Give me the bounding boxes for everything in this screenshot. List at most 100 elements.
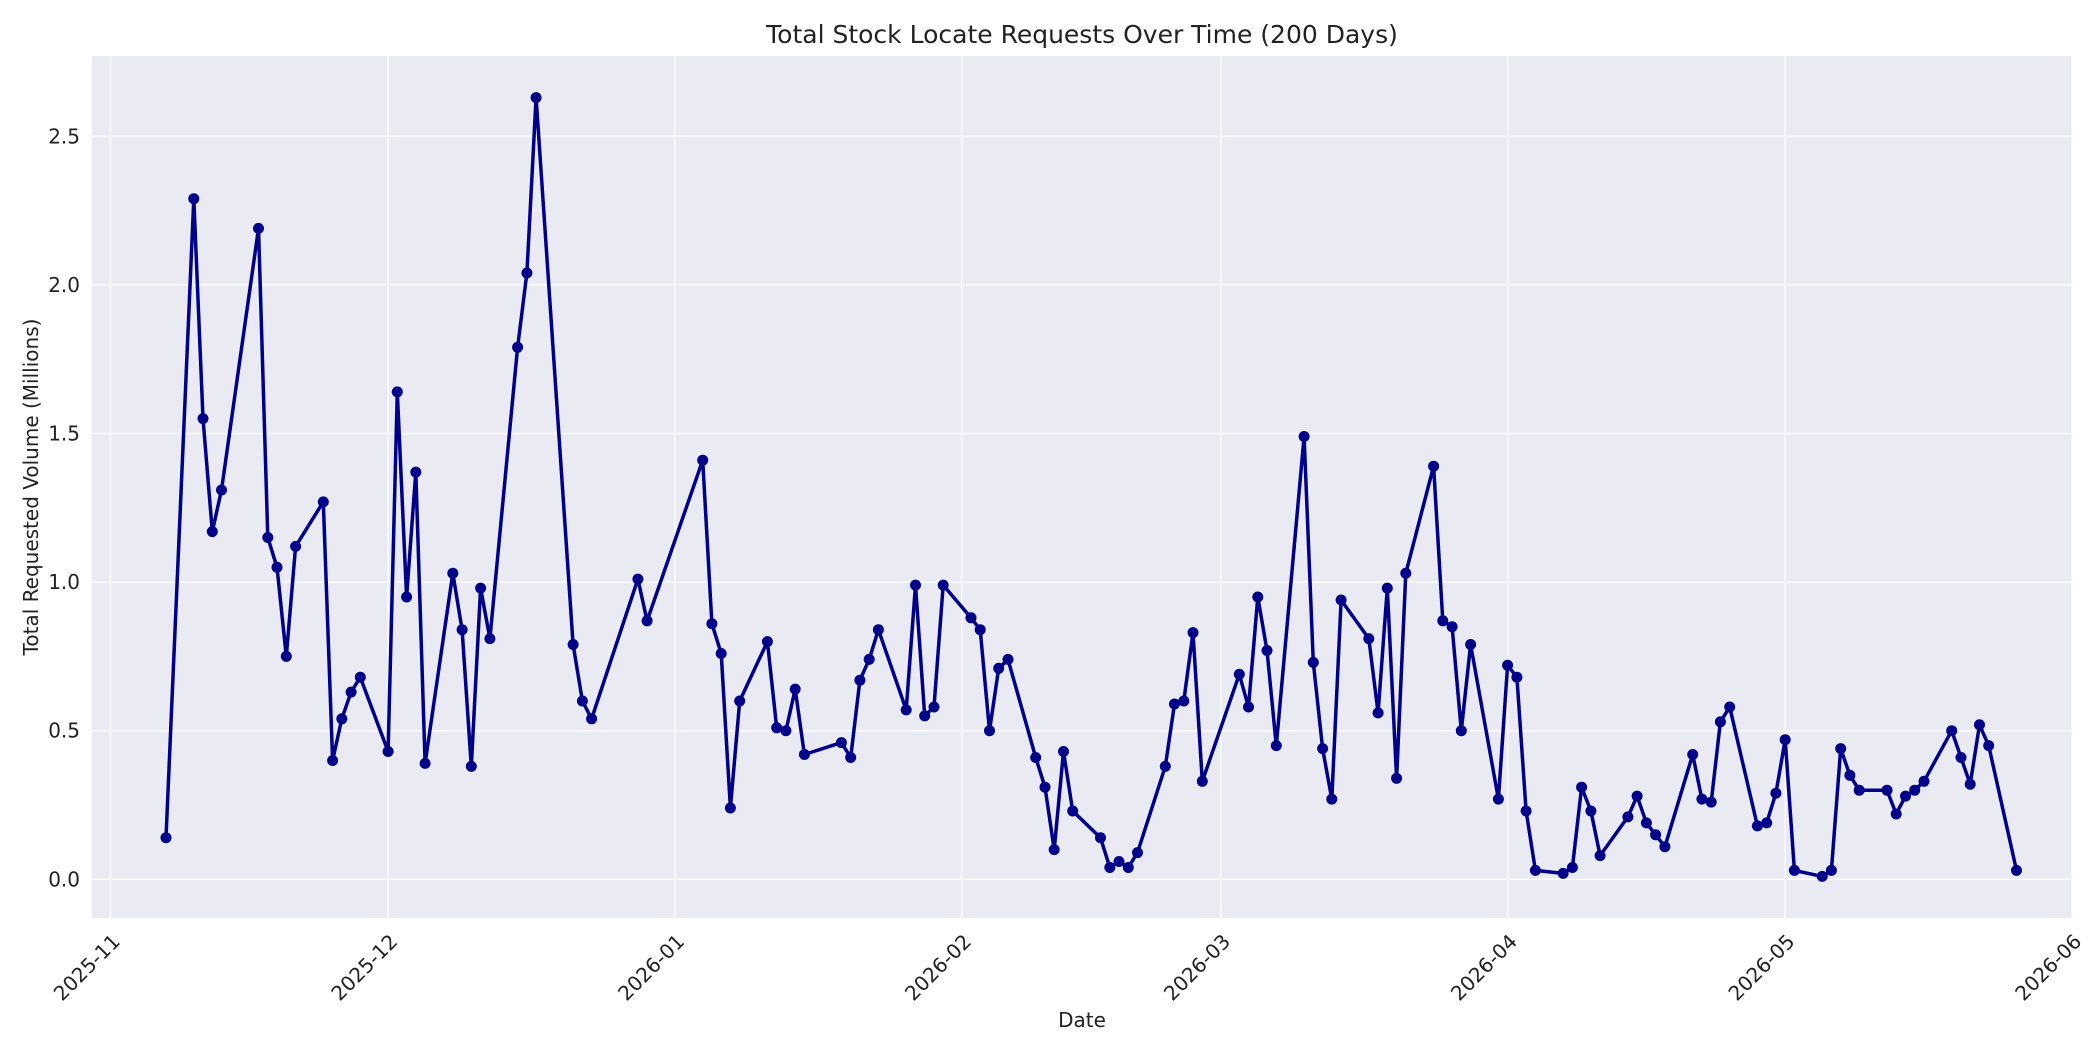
data-point xyxy=(1511,671,1523,683)
data-point xyxy=(1048,844,1060,856)
data-point xyxy=(780,725,792,737)
data-point xyxy=(715,648,727,659)
data-point xyxy=(1974,719,1985,731)
data-point xyxy=(1761,817,1773,829)
data-point xyxy=(1529,864,1541,876)
data-point xyxy=(1751,820,1763,832)
data-point xyxy=(1067,805,1079,817)
data-point xyxy=(1113,856,1125,867)
data-point xyxy=(789,683,801,695)
data-point xyxy=(576,695,588,707)
data-point xyxy=(447,567,459,579)
data-point xyxy=(724,802,736,814)
data-point xyxy=(854,674,866,686)
data-point xyxy=(382,746,394,757)
data-point xyxy=(1900,790,1911,802)
data-point xyxy=(1576,781,1588,793)
data-point xyxy=(697,454,709,466)
data-point xyxy=(1261,645,1273,656)
data-point xyxy=(1298,431,1310,442)
data-point xyxy=(465,760,477,772)
data-point xyxy=(1270,740,1282,752)
data-point xyxy=(216,484,227,496)
data-point xyxy=(1446,621,1458,633)
data-point xyxy=(317,496,329,508)
data-point xyxy=(1659,841,1671,853)
data-point xyxy=(1502,659,1514,671)
data-point xyxy=(530,92,542,104)
data-point xyxy=(188,193,200,205)
data-point xyxy=(937,579,949,591)
y-tick-label: 0.5 xyxy=(48,719,80,743)
data-point xyxy=(1252,591,1264,603)
data-point xyxy=(1039,781,1051,793)
series-layer xyxy=(160,92,2022,882)
data-point xyxy=(290,540,302,552)
data-point xyxy=(1918,775,1930,787)
data-point xyxy=(1705,796,1717,808)
data-point xyxy=(1326,793,1338,805)
data-point xyxy=(1002,653,1014,665)
data-point xyxy=(1770,787,1782,799)
x-axis-title: Date xyxy=(1058,1008,1106,1032)
data-point xyxy=(1159,760,1171,772)
data-point xyxy=(475,582,487,594)
data-point xyxy=(1955,752,1967,763)
data-point xyxy=(1243,701,1254,713)
data-point xyxy=(456,624,468,636)
data-point xyxy=(761,636,773,648)
data-point xyxy=(271,561,283,573)
data-point xyxy=(1372,707,1384,719)
data-point xyxy=(993,662,1005,674)
data-point xyxy=(1104,862,1116,873)
data-point xyxy=(1520,805,1532,817)
data-point xyxy=(1437,615,1449,627)
data-point xyxy=(984,725,995,737)
data-point xyxy=(1909,784,1921,796)
y-tick-label: 2.0 xyxy=(48,273,80,297)
data-point xyxy=(1557,867,1569,879)
data-point xyxy=(567,639,579,650)
data-point xyxy=(1825,864,1837,876)
x-tick-label: 2026-01 xyxy=(613,929,689,1005)
chart-title: Total Stock Locate Requests Over Time (2… xyxy=(765,20,1398,49)
data-point xyxy=(1881,784,1893,796)
data-point xyxy=(484,633,496,645)
data-point xyxy=(1640,817,1652,829)
data-point xyxy=(1983,740,1995,752)
data-point xyxy=(327,755,339,766)
data-point xyxy=(419,757,431,769)
x-tick-label: 2026-05 xyxy=(1723,929,1799,1005)
data-point xyxy=(632,573,644,585)
data-point xyxy=(253,222,264,234)
data-point xyxy=(1428,460,1440,472)
data-point xyxy=(872,624,884,636)
data-point xyxy=(1058,746,1069,757)
data-point xyxy=(1492,793,1504,805)
data-point xyxy=(1594,850,1606,862)
data-point xyxy=(521,267,533,279)
data-point xyxy=(641,615,653,627)
data-point xyxy=(771,722,783,734)
data-point xyxy=(262,532,274,543)
data-point xyxy=(1335,594,1347,606)
data-point xyxy=(835,737,847,749)
data-point xyxy=(928,701,940,713)
data-point xyxy=(2011,864,2022,876)
data-point xyxy=(1465,639,1477,650)
y-tick-label: 1.0 xyxy=(48,570,80,594)
data-point xyxy=(706,618,718,630)
data-point xyxy=(1724,701,1736,713)
data-point xyxy=(206,526,218,538)
data-point xyxy=(1890,808,1902,820)
data-point xyxy=(1132,847,1143,859)
data-point xyxy=(1816,870,1828,882)
grid xyxy=(92,56,2073,918)
x-tick-label: 2026-02 xyxy=(900,929,976,1005)
y-axis: 0.0 0.5 1.0 1.5 2.0 2.5 xyxy=(48,124,80,891)
data-point xyxy=(1196,775,1208,787)
x-tick-label: 2026-06 xyxy=(2010,929,2086,1005)
data-point xyxy=(798,749,810,760)
data-point xyxy=(1307,656,1319,668)
